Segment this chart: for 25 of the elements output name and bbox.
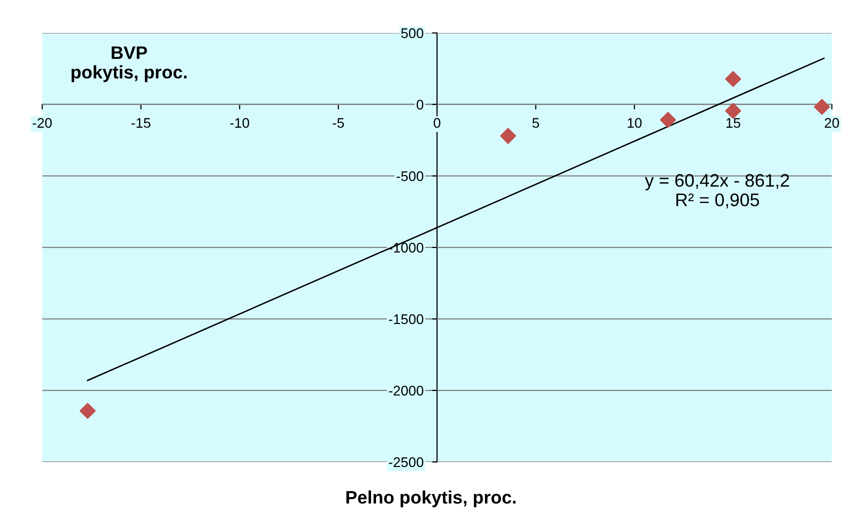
point: [814, 98, 830, 115]
point: [660, 112, 676, 128]
y-tick-label: 500: [401, 28, 424, 38]
y-tick-label: -2000: [388, 386, 424, 396]
x-tick-label: 0: [434, 118, 440, 128]
y-tick-label: -500: [396, 171, 424, 182]
x-tick-label: 20: [824, 118, 840, 128]
x-tick-label: -5: [332, 118, 344, 128]
point: [500, 128, 516, 144]
x-tick-label: -20: [32, 118, 52, 128]
annotation: y = 60,42x - 861,2 R² = 0,905: [644, 174, 789, 208]
y-tick-label: -1500: [388, 314, 424, 324]
point: [80, 402, 96, 419]
y-axis-title: BVP pokytis, proc.: [72, 46, 187, 82]
y-tick-label: 0: [416, 100, 424, 110]
y-tick-label: -2500: [388, 457, 424, 468]
x-axis-title: Pelno pokytis, proc.: [346, 490, 516, 508]
x-tick-label: 10: [628, 118, 642, 128]
x-tick-label: -10: [230, 118, 250, 128]
x-tick-label: -15: [132, 118, 150, 128]
x-tick-label: 5: [532, 118, 540, 128]
x-tick-label: 15: [726, 118, 740, 128]
y-tick-label: -1000: [388, 242, 424, 253]
point: [725, 71, 742, 87]
point: [725, 102, 742, 119]
